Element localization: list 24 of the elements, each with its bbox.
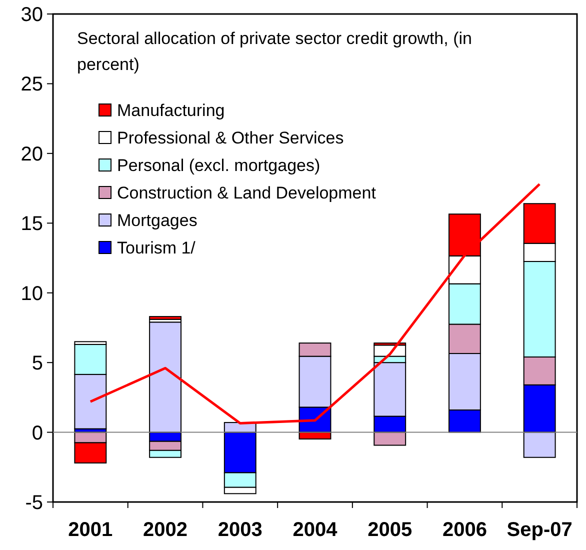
- x-tick-label: Sep-07: [506, 519, 572, 541]
- y-tick-label: 0: [32, 422, 43, 444]
- legend-label: Construction & Land Development: [117, 183, 376, 202]
- y-tick-label: 30: [20, 4, 43, 26]
- legend-label: Mortgages: [117, 210, 198, 230]
- y-tick-label: 5: [32, 352, 43, 375]
- y-tick-label: 15: [20, 213, 43, 236]
- x-tick-label: 2001: [68, 519, 113, 541]
- y-tick-label: -5: [25, 492, 43, 514]
- x-tick-label: 2004: [292, 519, 338, 541]
- legend-label: Tourism 1/: [117, 238, 196, 258]
- bar: [149, 316, 182, 320]
- y-tick-label: 20: [20, 143, 43, 166]
- x-tick-label: 2005: [368, 519, 412, 541]
- legend-label: Personal (excl. mortgages): [117, 156, 320, 175]
- text: Sectoral allocation of private sector credit growth, (in percent): [77, 29, 472, 74]
- legend-label: Professional & Other Services: [117, 128, 344, 148]
- x-tick-label: 2006: [442, 519, 487, 541]
- y-tick-label: 10: [20, 282, 43, 305]
- y-tick-label: 25: [20, 74, 43, 96]
- legend-label: Manufacturing: [117, 100, 225, 120]
- x-tick-label: 2002: [143, 519, 188, 541]
- line-series: [89, 182, 541, 424]
- x-tick-label: 2003: [218, 519, 262, 541]
